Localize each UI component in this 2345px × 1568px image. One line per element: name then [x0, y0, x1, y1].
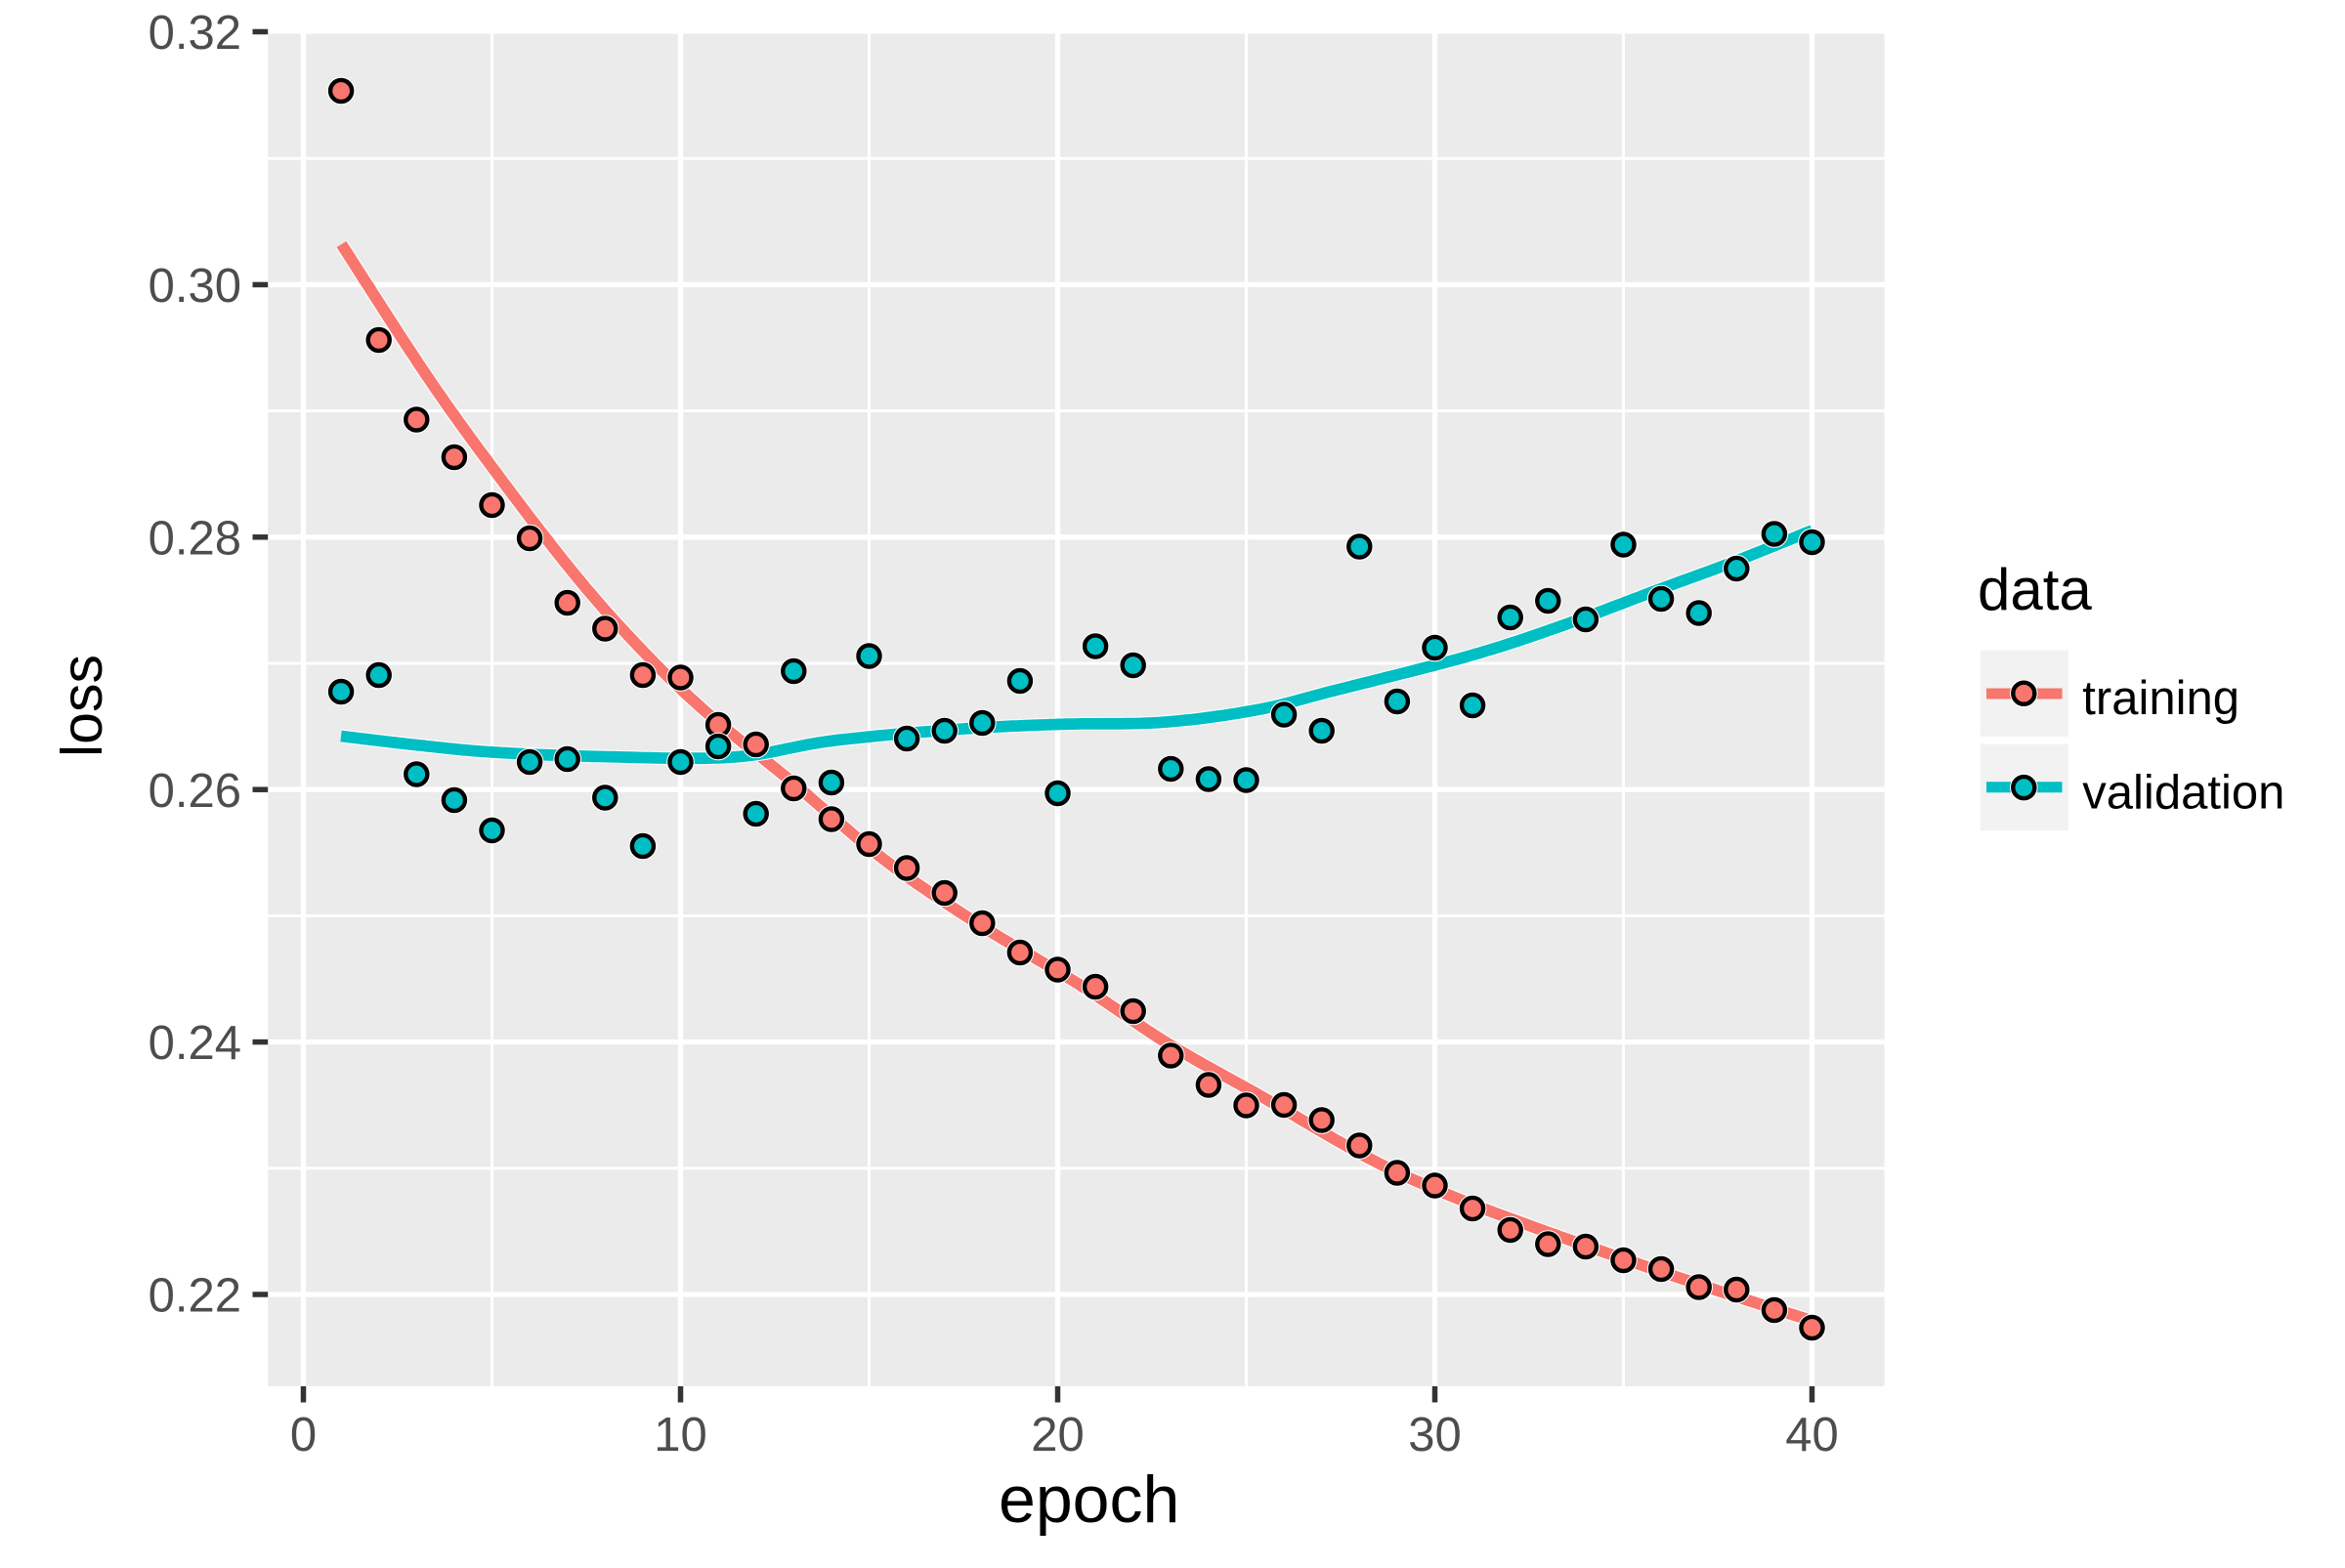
svg-text:0: 0 — [290, 1409, 317, 1462]
svg-text:training: training — [2082, 672, 2239, 725]
svg-text:0.30: 0.30 — [149, 260, 241, 313]
svg-text:10: 10 — [654, 1409, 707, 1462]
svg-text:0.32: 0.32 — [149, 7, 241, 60]
svg-text:data: data — [1978, 557, 2092, 622]
svg-text:0.28: 0.28 — [149, 512, 241, 565]
svg-text:40: 40 — [1785, 1409, 1839, 1462]
svg-text:0.22: 0.22 — [149, 1270, 241, 1323]
svg-text:epoch: epoch — [999, 1462, 1179, 1537]
svg-text:loss: loss — [50, 655, 114, 757]
svg-text:validation: validation — [2082, 767, 2284, 820]
svg-text:20: 20 — [1031, 1409, 1085, 1462]
svg-text:30: 30 — [1408, 1409, 1462, 1462]
svg-text:0.26: 0.26 — [149, 765, 241, 818]
svg-text:0.24: 0.24 — [149, 1017, 241, 1070]
